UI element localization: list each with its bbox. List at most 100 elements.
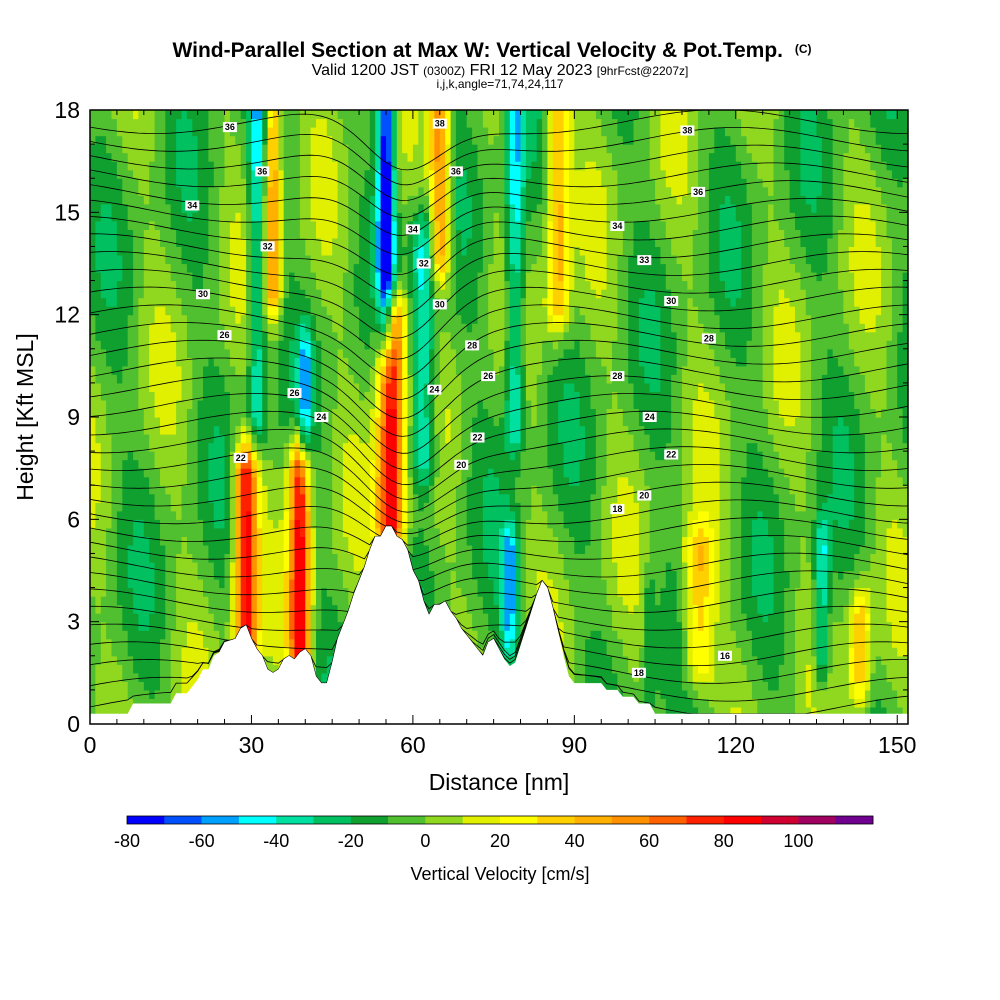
velocity-cell [262, 110, 269, 120]
velocity-cell [326, 399, 333, 409]
velocity-cell [160, 664, 166, 674]
velocity-cell [380, 297, 387, 307]
velocity-cell [165, 689, 172, 699]
velocity-cell [186, 502, 193, 512]
velocity-cell [240, 348, 247, 358]
velocity-cell [90, 442, 96, 452]
velocity-cell [364, 110, 371, 120]
velocity-cell [337, 314, 344, 324]
velocity-cell [316, 118, 322, 128]
velocity-cell [353, 425, 360, 435]
velocity-cell [429, 297, 435, 307]
velocity-cell [208, 314, 215, 324]
velocity-cell [219, 297, 226, 307]
velocity-cell [229, 408, 236, 418]
velocity-cell [429, 570, 435, 580]
velocity-cell [305, 255, 312, 265]
velocity-cell [143, 314, 150, 324]
velocity-cell [375, 323, 382, 333]
velocity-cell [364, 161, 371, 171]
velocity-cell [353, 459, 360, 469]
velocity-cell [149, 289, 156, 299]
velocity-cell [396, 502, 403, 512]
velocity-cell [122, 681, 129, 691]
velocity-cell [439, 527, 446, 537]
velocity-cell [289, 195, 296, 205]
velocity-cell [305, 647, 312, 657]
velocity-cell [186, 382, 193, 392]
velocity-cell [278, 579, 285, 589]
subtitle-fcst: [9hrFcst@2207z] [597, 64, 689, 78]
velocity-cell [429, 323, 435, 333]
velocity-cell [160, 476, 166, 486]
velocity-cell [273, 237, 279, 247]
velocity-cell [224, 186, 231, 196]
velocity-cell [106, 562, 113, 572]
velocity-cell [310, 604, 317, 614]
velocity-cell [154, 459, 161, 469]
velocity-cell [332, 237, 339, 247]
velocity-cell [186, 468, 193, 478]
velocity-cell [181, 144, 188, 154]
velocity-cell [111, 399, 118, 409]
velocity-cell [138, 314, 145, 324]
velocity-cell [305, 203, 312, 213]
velocity-cell [170, 348, 177, 358]
velocity-cell [326, 391, 333, 401]
velocity-cell [181, 510, 188, 520]
velocity-cell [289, 178, 296, 188]
velocity-cell [149, 348, 156, 358]
velocity-cell [143, 647, 150, 657]
velocity-cell [369, 195, 376, 205]
velocity-cell [305, 621, 312, 631]
velocity-cell [299, 425, 306, 435]
velocity-cell [229, 519, 236, 529]
velocity-cell [170, 442, 177, 452]
velocity-cell [208, 587, 215, 597]
velocity-cell [353, 220, 360, 230]
velocity-cell [418, 152, 425, 162]
velocity-cell [165, 681, 172, 691]
velocity-cell [326, 647, 333, 657]
velocity-cell [192, 135, 199, 145]
velocity-cell [219, 391, 226, 401]
velocity-cell [423, 451, 430, 461]
velocity-cell [122, 331, 129, 341]
velocity-cell [412, 297, 419, 307]
velocity-cell [429, 468, 435, 478]
velocity-cell [116, 630, 123, 640]
velocity-cell [316, 579, 322, 589]
velocity-cell [224, 314, 231, 324]
velocity-cell [386, 127, 392, 137]
velocity-cell [203, 195, 209, 205]
velocity-cell [111, 638, 118, 648]
velocity-cell [278, 365, 285, 375]
velocity-cell [342, 510, 349, 520]
velocity-cell [396, 451, 403, 461]
velocity-cell [127, 630, 134, 640]
velocity-cell [208, 195, 215, 205]
velocity-cell [100, 272, 107, 282]
velocity-cell [262, 280, 269, 290]
velocity-cell [359, 272, 366, 282]
velocity-cell [412, 135, 419, 145]
velocity-cell [434, 579, 441, 589]
velocity-cell [213, 314, 220, 324]
velocity-cell [418, 408, 425, 418]
velocity-cell [386, 451, 392, 461]
velocity-cell [229, 553, 236, 563]
velocity-cell [316, 203, 322, 213]
velocity-cell [283, 476, 290, 486]
velocity-cell [229, 195, 236, 205]
velocity-cell [246, 553, 253, 563]
velocity-cell [256, 553, 263, 563]
velocity-cell [450, 127, 457, 137]
velocity-cell [143, 672, 150, 682]
velocity-cell [305, 161, 312, 171]
velocity-cell [106, 604, 113, 614]
velocity-cell [106, 425, 113, 435]
velocity-cell [299, 638, 306, 648]
velocity-cell [396, 280, 403, 290]
velocity-cell [321, 178, 328, 188]
velocity-cell [434, 237, 441, 247]
